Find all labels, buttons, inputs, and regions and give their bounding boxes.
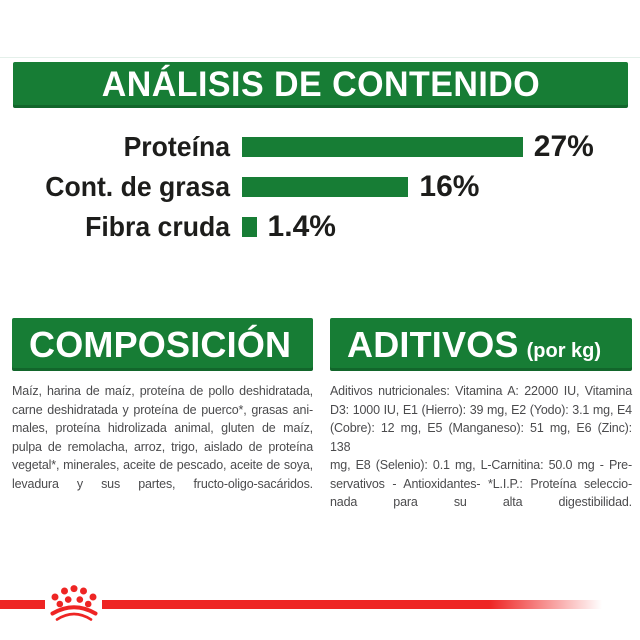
fat-bar: [242, 176, 409, 197]
body-line: Maíz, harina de maíz, proteína de pollo …: [12, 384, 313, 398]
fat-value: 16%: [419, 169, 480, 203]
body-line: Aditivos nutricionales: Vitamina A: 2200…: [330, 384, 632, 398]
nutrition-bar-chart: Proteína 27% Cont. de grasa 16% Fibra cr…: [0, 130, 640, 250]
fiber-bar: [242, 216, 257, 237]
additives-section: ADITIVOS (por kg) Aditivos nutricionales…: [330, 318, 632, 512]
chart-row-fat: Cont. de grasa 16%: [0, 170, 640, 203]
body-line: nada para su alta digestibilidad.: [330, 495, 632, 509]
additives-subtitle: (por kg): [526, 340, 602, 362]
body-line: carne deshidratada y proteína de puerco*…: [12, 402, 313, 417]
additives-header: ADITIVOS (por kg): [330, 318, 632, 371]
composition-header: COMPOSICIÓN: [12, 318, 313, 371]
royal-canin-crown-icon: [50, 585, 98, 621]
content-analysis-title: ANÁLISIS DE CONTENIDO: [101, 65, 540, 104]
protein-value: 27%: [533, 129, 594, 163]
body-line: mg, E8 (Selenio): 0.1 mg, L-Carnitina: 5…: [330, 458, 632, 472]
brand-stripe-left: [0, 600, 45, 609]
composition-section: COMPOSICIÓN Maíz, harina de maíz, proteí…: [12, 318, 313, 493]
protein-bar: [242, 136, 523, 157]
body-line: pulpa de remolacha, arroz, trigo, aislad…: [12, 439, 313, 454]
additives-title: ADITIVOS: [347, 324, 519, 365]
top-hairline: [0, 57, 640, 58]
body-line: vegetal*, minerales, aceite de pescado, …: [12, 458, 313, 472]
fat-label: Cont. de grasa: [45, 170, 231, 202]
body-line: servativos - Antioxidantes- *L.I.P.: Pro…: [330, 476, 632, 491]
fiber-label: Fibra cruda: [85, 210, 231, 242]
chart-row-fiber: Fibra cruda 1.4%: [0, 210, 640, 243]
chart-row-protein: Proteína 27%: [0, 130, 640, 163]
body-line: levadura y sus partes, fructo-oligo-sacá…: [12, 476, 313, 491]
content-analysis-banner: ANÁLISIS DE CONTENIDO: [13, 62, 628, 108]
additives-body: Aditivos nutricionales: Vitamina A: 2200…: [330, 382, 632, 512]
body-line: (Cobre): 12 mg, E5 (Manganeso): 51 mg, E…: [330, 421, 632, 454]
fiber-value: 1.4%: [267, 209, 336, 243]
composition-body: Maíz, harina de maíz, proteína de pollo …: [12, 382, 313, 493]
brand-stripe-main: [102, 600, 640, 609]
body-line: D3: 1000 IU, E1 (Hierro): 39 mg, E2 (Yod…: [330, 402, 632, 417]
body-line: males, proteína hidrolizada animal, glut…: [12, 421, 313, 435]
composition-title: COMPOSICIÓN: [29, 324, 292, 365]
protein-label: Proteína: [123, 130, 230, 162]
